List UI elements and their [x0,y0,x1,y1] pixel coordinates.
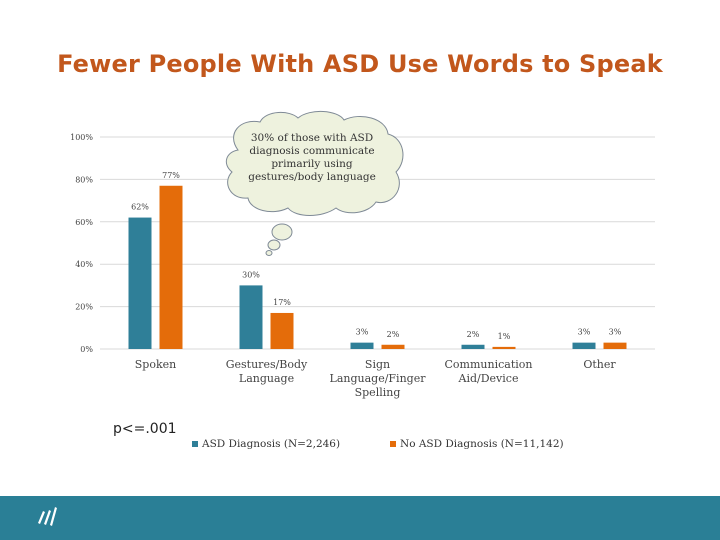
data-label: 30% [242,270,260,279]
legend-label-asd: ASD Diagnosis (N=2,246) [202,438,341,450]
category-label: Language/Finger [330,372,427,385]
bar-asd [461,344,485,349]
bars [128,185,627,349]
category-label: Spelling [355,386,401,399]
company-logo-icon [38,507,57,526]
y-tick-label: 100% [70,133,93,142]
y-tick-label: 0% [80,345,93,354]
legend-label-no-asd: No ASD Diagnosis (N=11,142) [400,438,564,450]
y-tick-label: 60% [75,218,93,227]
bar-no-asd [492,346,516,349]
bar-no-asd [159,185,183,349]
bar-asd [350,342,374,349]
callout-text: 30% of those with ASD diagnosis communic… [248,132,376,183]
y-tick-label: 40% [75,260,93,269]
legend-item-asd: ASD Diagnosis (N=2,246) [192,438,340,450]
data-label: 62% [131,203,149,212]
data-label: 2% [387,330,400,339]
data-labels: 62% 77% 30% 17% 3% 2% 2% 1% 3% 3% [131,171,622,341]
bar-no-asd [270,312,294,349]
legend-item-no-asd: No ASD Diagnosis (N=11,142) [390,438,564,450]
category-label: Other [583,358,616,371]
category-label: Spoken [135,358,176,371]
legend-swatch-asd [192,441,198,447]
bar-no-asd [381,344,405,349]
y-tick-label: 20% [75,303,93,312]
footer-bar [0,496,720,540]
category-label: Gestures/Body [226,358,308,371]
y-tick-label: 80% [75,175,93,184]
bar-asd [572,342,596,349]
category-label: Language [239,372,294,385]
legend-swatch-no-asd [390,441,396,447]
category-label: Aid/Device [458,372,519,385]
data-label: 2% [467,330,480,339]
data-label: 3% [578,328,591,337]
data-label: 3% [609,328,622,337]
category-label: Sign [365,358,390,371]
slide-title: Fewer People With ASD Use Words to Speak [57,50,663,78]
y-axis-ticks: 0% 20% 40% 60% 80% 100% [70,133,93,354]
bar-asd [239,285,263,349]
bar-no-asd [603,342,627,349]
data-label: 17% [273,298,291,307]
p-value-label: p<=.001 [113,421,177,437]
data-label: 3% [356,328,369,337]
data-label: 77% [162,171,180,180]
data-label: 1% [498,332,511,341]
category-label: Communication [445,358,533,371]
bar-asd [128,217,152,349]
